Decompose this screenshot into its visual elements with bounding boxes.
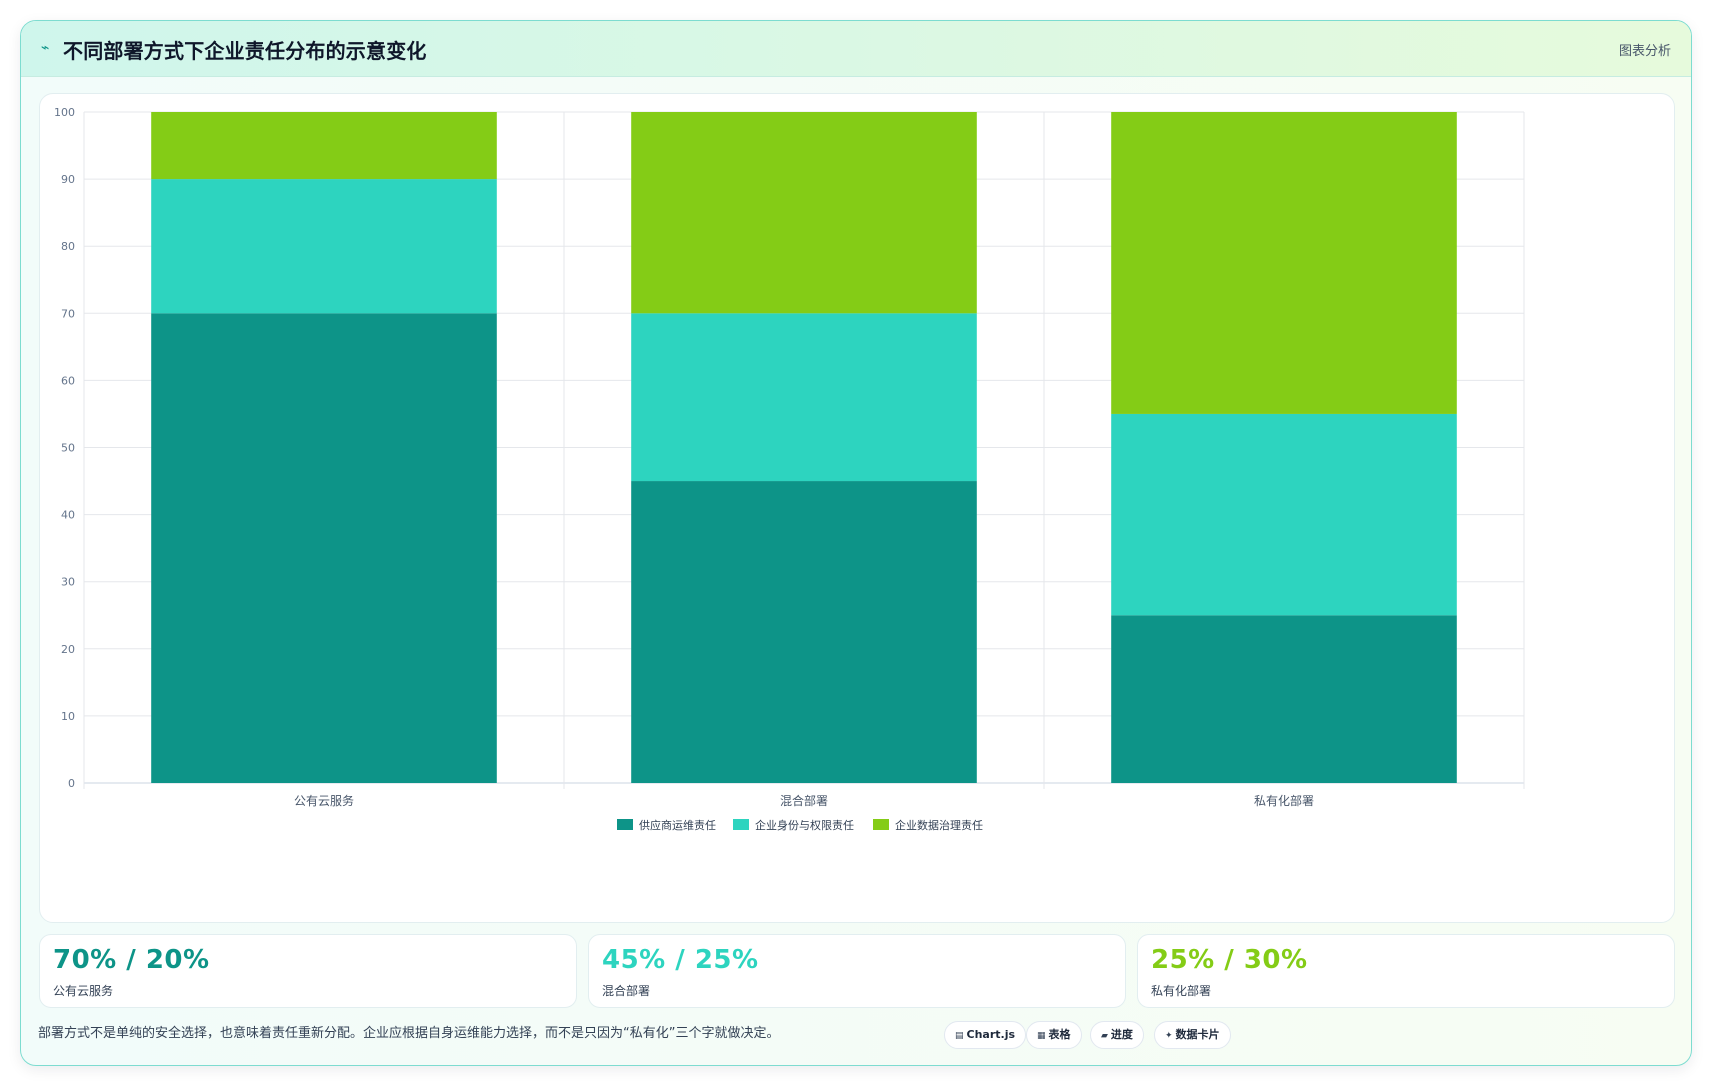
stat-label: 公有云服务 [53, 984, 114, 998]
progress-icon: ▰ [1101, 1031, 1108, 1041]
stat-card-public-cloud: 70% / 20% 公有云服务 [39, 934, 577, 1008]
bar-segment [1111, 112, 1457, 414]
chart-card: ⌁ 不同部署方式下企业责任分布的示意变化 图表分析 0 10 20 30 40 50 60 7… [20, 20, 1692, 1066]
stat-cards: 70% / 20% 公有云服务 45% / 25% 混合部署 25% / 30%… [39, 934, 1675, 1008]
stat-value: 25% / 30% [1151, 945, 1308, 975]
bar-segment [1111, 615, 1457, 783]
badge-chartjs[interactable]: ▤ Chart.js [944, 1021, 1027, 1049]
bar-segment [151, 112, 497, 180]
y-tick-label: 40 [61, 509, 75, 522]
badge-label: Chart.js [966, 1028, 1016, 1041]
badge-label: 进度 [1110, 1028, 1133, 1041]
bar-segment [151, 179, 497, 314]
y-tick-label: 60 [61, 374, 75, 387]
stat-value: 70% / 20% [53, 945, 210, 975]
footer-note: 部署方式不是单纯的安全选择，也意味着责任重新分配。企业应根据自身运维能力选择，而… [38, 1026, 780, 1041]
legend-label: 企业身份与权限责任 [755, 818, 854, 832]
bar-segment [631, 313, 977, 482]
legend-swatch [733, 819, 749, 830]
stat-label: 混合部署 [602, 984, 651, 998]
y-tick-label: 90 [61, 173, 75, 186]
bar-segment [631, 481, 977, 783]
y-tick-label: 80 [61, 240, 75, 253]
y-tick-label: 20 [61, 643, 75, 656]
card-header: ⌁ 不同部署方式下企业责任分布的示意变化 图表分析 [21, 21, 1691, 77]
stat-card-hybrid: 45% / 25% 混合部署 [588, 934, 1126, 1008]
sparkle-icon: ✦ [1165, 1031, 1173, 1041]
stat-value: 45% / 25% [602, 945, 759, 975]
x-tick-label: 混合部署 [780, 793, 828, 808]
badge-progress[interactable]: ▰ 进度 [1090, 1021, 1144, 1049]
card-title: 不同部署方式下企业责任分布的示意变化 [63, 39, 427, 63]
stat-label: 私有化部署 [1151, 984, 1212, 998]
badge-data-card[interactable]: ✦ 数据卡片 [1154, 1021, 1231, 1049]
legend-swatch [873, 819, 889, 830]
y-tick-label: 100 [54, 106, 75, 119]
y-tick-label: 50 [61, 442, 75, 455]
chart-analysis-link[interactable]: 图表分析 [1618, 44, 1671, 59]
badge-table[interactable]: ▦ 表格 [1026, 1021, 1082, 1049]
y-tick-label: 10 [61, 710, 75, 723]
bar-segment [631, 112, 977, 314]
x-tick-label: 私有化部署 [1254, 793, 1314, 808]
badge-label: 数据卡片 [1175, 1028, 1220, 1041]
chart-panel: 0 10 20 30 40 50 60 70 80 90 100 公有云服务 混合部署 私有化部署供应商运… [39, 93, 1675, 923]
badge-label: 表格 [1048, 1028, 1071, 1041]
bar-segment [151, 313, 497, 783]
chart-icon: ▤ [955, 1031, 964, 1041]
y-tick-label: 30 [61, 576, 75, 589]
legend-label: 供应商运维责任 [639, 818, 716, 832]
pulse-icon: ⌁ [41, 40, 50, 56]
stat-card-private: 25% / 30% 私有化部署 [1137, 934, 1675, 1008]
bar-segment [1111, 413, 1457, 616]
table-icon: ▦ [1037, 1031, 1046, 1041]
x-tick-label: 公有云服务 [294, 793, 354, 808]
legend-label: 企业数据治理责任 [895, 818, 983, 832]
stacked-bar-chart: 0 10 20 30 40 50 60 70 80 90 100 公有云服务 混合部署 私有化部署供应商运… [54, 106, 1525, 832]
legend-swatch [617, 819, 633, 830]
y-tick-label: 70 [61, 307, 75, 320]
y-tick-label: 0 [68, 777, 75, 790]
